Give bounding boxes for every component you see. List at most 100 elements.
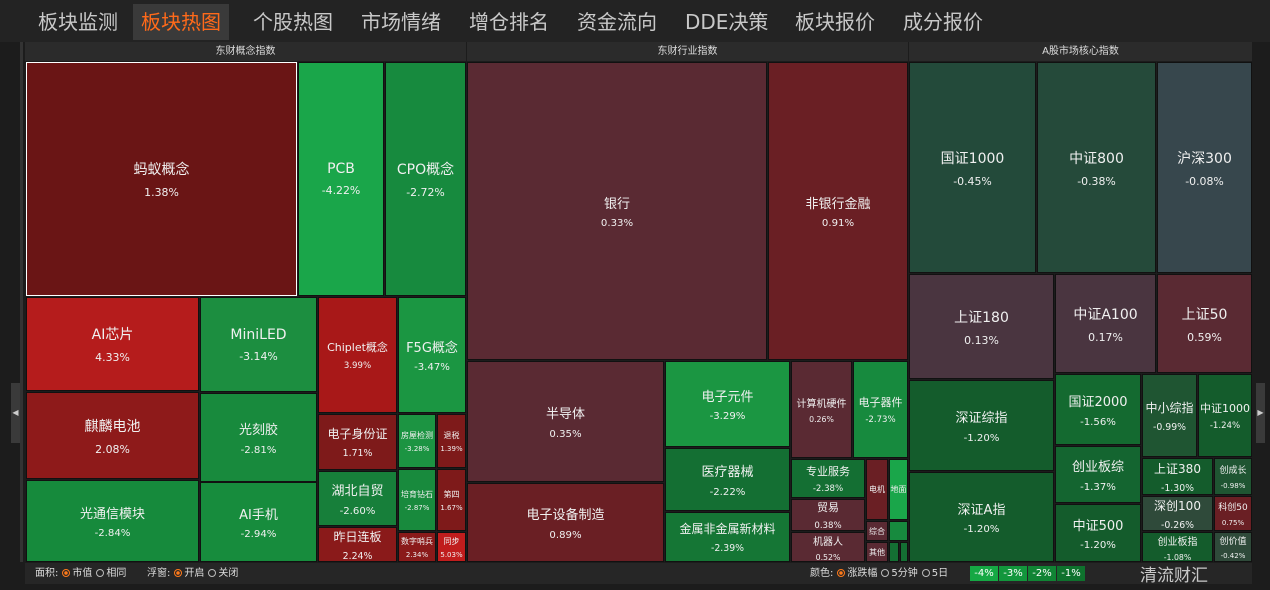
tile[interactable]: 深证综指 -1.20% xyxy=(909,380,1054,471)
tile[interactable]: 上证180 0.13% xyxy=(909,274,1054,379)
tile-label: 综合 xyxy=(869,526,885,536)
left-arrow[interactable]: ◀ xyxy=(11,383,20,443)
tile-change: 0.75% xyxy=(1221,517,1245,527)
tile[interactable]: AI芯片 4.33% xyxy=(26,297,199,391)
tile[interactable]: 创业板指 -1.08% xyxy=(1142,532,1213,562)
tile[interactable]: 深证A指 -1.20% xyxy=(909,472,1054,562)
tab[interactable]: 成分报价 xyxy=(903,10,983,34)
tile[interactable]: 数字哨兵 2.34% xyxy=(398,532,436,562)
tile[interactable]: 昨日连板 2.24% xyxy=(318,527,397,562)
tab[interactable]: 个股热图 xyxy=(253,10,333,34)
tile[interactable]: 机器人 0.52% xyxy=(791,532,865,562)
tile-label: 退税 xyxy=(443,430,460,440)
tile[interactable]: 国证1000 -0.45% xyxy=(909,62,1036,273)
tile[interactable]: 电子身份证 1.71% xyxy=(318,414,397,470)
tile[interactable]: 中小综指 -0.99% xyxy=(1142,374,1197,457)
tile-label: 电子设备制造 xyxy=(526,508,605,524)
right-arrow[interactable]: ▶ xyxy=(1256,383,1265,443)
tile[interactable]: 沪深300 -0.08% xyxy=(1157,62,1252,273)
tile[interactable]: 电机 xyxy=(866,459,888,520)
tile[interactable] xyxy=(900,542,908,562)
radio[interactable] xyxy=(881,569,890,577)
tile[interactable]: 第四 1.67% xyxy=(437,469,466,531)
tile-label: 贸易 xyxy=(817,501,839,515)
tile-label: 深证综指 xyxy=(955,411,1008,427)
tile-label: AI手机 xyxy=(239,507,278,523)
tile-label: 上证50 xyxy=(1181,306,1228,323)
tile[interactable]: 创价值 -0.42% xyxy=(1214,532,1252,562)
tile[interactable]: 计算机硬件 0.26% xyxy=(791,361,852,458)
radio[interactable] xyxy=(62,569,71,577)
scale-box: -1% xyxy=(1057,566,1085,581)
tile[interactable]: 电子设备制造 0.89% xyxy=(467,483,664,562)
tile[interactable]: 光通信模块 -2.84% xyxy=(26,480,199,562)
tab[interactable]: 资金流向 xyxy=(577,10,657,34)
tile[interactable]: 同步 5.03% xyxy=(437,532,466,562)
tile[interactable]: 退税 1.39% xyxy=(437,414,466,468)
tile[interactable]: 培育钻石 -2.87% xyxy=(398,469,436,531)
tile[interactable]: MiniLED -3.14% xyxy=(200,297,317,392)
radio[interactable] xyxy=(921,569,930,577)
tile[interactable]: 蚂蚁概念 1.38% xyxy=(26,62,297,296)
tile[interactable]: 光刻胶 -2.81% xyxy=(200,393,317,482)
tile-label: 国证1000 xyxy=(940,150,1005,167)
option-label: 5分钟 xyxy=(891,568,918,579)
tile-change: -2.22% xyxy=(709,486,746,498)
tab[interactable]: 增仓排名 xyxy=(469,10,549,34)
tile[interactable]: 金属非金属新材料 -2.39% xyxy=(665,512,790,562)
tile[interactable]: 湖北自贸 -2.60% xyxy=(318,471,397,526)
radio[interactable] xyxy=(96,569,105,577)
tile-change: 2.08% xyxy=(95,442,130,456)
tile-label: CPO概念 xyxy=(396,162,455,178)
tile[interactable]: 创业板综 -1.37% xyxy=(1055,446,1141,503)
tile[interactable]: 其他 xyxy=(866,542,888,562)
tile[interactable]: 专业服务 -2.38% xyxy=(791,459,865,498)
tab[interactable]: DDE决策 xyxy=(685,10,769,34)
tile[interactable]: 半导体 0.35% xyxy=(467,361,664,482)
control-label: 面积: xyxy=(35,568,59,579)
panel-title: 东财行业指数 xyxy=(467,42,908,61)
tile[interactable]: AI手机 -2.94% xyxy=(200,482,317,562)
tile[interactable]: CPO概念 -2.72% xyxy=(385,62,466,296)
tile[interactable]: 上证380 -1.30% xyxy=(1142,458,1213,495)
tile[interactable]: 中证A100 0.17% xyxy=(1055,274,1156,373)
tile-label: 计算机硬件 xyxy=(796,399,847,410)
radio[interactable] xyxy=(837,569,846,577)
tile[interactable]: 银行 0.33% xyxy=(467,62,767,360)
tile[interactable]: 医疗器械 -2.22% xyxy=(665,448,790,511)
tile[interactable] xyxy=(889,542,899,562)
tile[interactable]: 创成长 -0.98% xyxy=(1214,458,1252,495)
tab[interactable]: 板块报价 xyxy=(795,10,875,34)
tab[interactable]: 市场情绪 xyxy=(361,10,441,34)
tile[interactable]: 上证50 0.59% xyxy=(1157,274,1252,373)
tile[interactable]: 电子元件 -3.29% xyxy=(665,361,790,447)
tile[interactable]: 贸易 0.38% xyxy=(791,499,865,531)
tile[interactable] xyxy=(889,521,908,541)
tile-label: PCB xyxy=(327,161,355,177)
tile[interactable]: 中证1000 -1.24% xyxy=(1198,374,1252,457)
radio[interactable] xyxy=(174,569,183,577)
tile[interactable]: 麒麟电池 2.08% xyxy=(26,392,199,479)
tile-label: Chiplet概念 xyxy=(327,341,388,355)
tile[interactable]: 地面 xyxy=(889,459,908,520)
tile[interactable]: 综合 xyxy=(866,521,888,541)
tile-label: 同步 xyxy=(443,536,460,546)
tile-label: 培育钻石 xyxy=(401,489,433,499)
tile[interactable]: 中证500 -1.20% xyxy=(1055,504,1141,562)
tile[interactable]: Chiplet概念 3.99% xyxy=(318,297,397,413)
tile[interactable]: 电子器件 -2.73% xyxy=(853,361,908,458)
tile[interactable]: 非银行金融 0.91% xyxy=(768,62,908,360)
option-label: 相同 xyxy=(106,568,127,579)
tile-label: 国证2000 xyxy=(1068,395,1128,411)
tile[interactable]: 中证800 -0.38% xyxy=(1037,62,1156,273)
tile[interactable]: 科创50 0.75% xyxy=(1214,496,1252,531)
tile[interactable]: F5G概念 -3.47% xyxy=(398,297,466,413)
tile-change: -2.60% xyxy=(339,505,376,517)
tab[interactable]: 板块热图 xyxy=(133,4,229,40)
tile[interactable]: 房屋检测 -3.28% xyxy=(398,414,436,468)
tile[interactable]: 国证2000 -1.56% xyxy=(1055,374,1141,445)
tile[interactable]: PCB -4.22% xyxy=(298,62,384,296)
tile[interactable]: 深创100 -0.26% xyxy=(1142,496,1213,531)
tab[interactable]: 板块监测 xyxy=(38,10,118,34)
radio[interactable] xyxy=(208,569,217,577)
